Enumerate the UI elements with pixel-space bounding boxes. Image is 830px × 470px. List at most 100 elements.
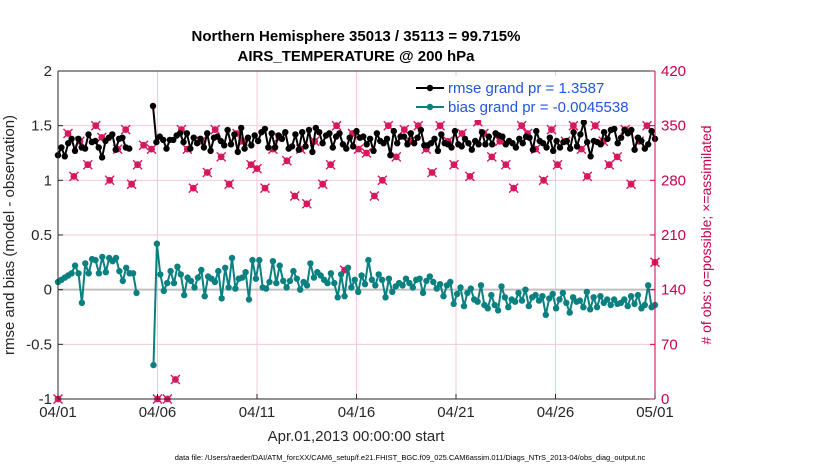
obs-point-77 xyxy=(612,151,623,162)
bias-point-169 xyxy=(631,300,638,308)
x-axis-label: Apr.01,2013 00:00:00 start xyxy=(268,428,446,445)
rmse-point-80 xyxy=(326,130,333,137)
legend-rmse-label: rmse grand pr = 1.3587 xyxy=(448,80,604,97)
bias-point-14 xyxy=(102,269,110,276)
rmse-point-53 xyxy=(234,148,241,156)
bias-point-55 xyxy=(242,269,249,276)
y-axis-label-right: # of obs: o=possible; ×=assimilated xyxy=(698,125,714,344)
obs-point-69-cross-b xyxy=(552,159,563,170)
bias-point-151 xyxy=(569,294,577,301)
bias-point-144 xyxy=(546,295,553,302)
rmse-point-63 xyxy=(268,130,275,137)
bias-point-36 xyxy=(177,271,184,278)
rmse-point-84 xyxy=(339,141,347,148)
rmse-point-88 xyxy=(353,127,360,135)
bias-point-54 xyxy=(239,274,246,281)
rmse-point-97 xyxy=(383,135,391,142)
bias-point-37 xyxy=(181,291,188,299)
bias-point-61 xyxy=(262,285,270,292)
rmse-point-113 xyxy=(438,131,445,138)
bias-point-32 xyxy=(164,279,171,287)
rmse-point-144 xyxy=(543,144,550,151)
tick-label-layer: 04/01 04/06 04/11 04/16 04/21 04/26 05/01 -1 -0.… xyxy=(26,63,686,421)
bias-point-85 xyxy=(344,264,352,271)
obs-point-79 xyxy=(626,179,637,190)
obs-point-21 xyxy=(202,167,213,178)
rmse-point-152 xyxy=(570,129,577,136)
bias-point-86 xyxy=(348,284,355,291)
y-axis-label-left: rmse and bias (model - observation) xyxy=(1,115,18,355)
rmse-point-153 xyxy=(573,143,581,150)
bias-point-145 xyxy=(549,290,556,298)
rmse-point-148 xyxy=(556,144,564,151)
rmse-point-91 xyxy=(363,141,370,148)
bias-point-39 xyxy=(187,277,195,285)
bias-point-163 xyxy=(610,296,618,303)
obs-point-63 xyxy=(508,183,519,194)
rmse-point-73 xyxy=(302,143,309,150)
bias-point-126 xyxy=(484,305,491,312)
bias-point-49 xyxy=(222,264,229,271)
rmse-point-51 xyxy=(227,141,235,148)
rmse-point-40 xyxy=(190,134,197,141)
x-tick-label-1: 04/06 xyxy=(139,404,177,421)
obs-point-10 xyxy=(126,179,137,190)
bias-point-81 xyxy=(331,279,338,287)
obs-point-22-cross-b xyxy=(210,124,221,135)
obs-point-73-cross-b xyxy=(582,171,593,182)
rmse-point-126 xyxy=(482,141,489,148)
legend-box xyxy=(410,76,648,120)
bias-point-117 xyxy=(453,290,461,298)
bias-point-88 xyxy=(355,288,362,296)
obs-point-6 xyxy=(96,132,107,143)
obs-point-28 xyxy=(252,163,262,174)
obs-point-35 xyxy=(301,198,312,209)
rmse-point-69 xyxy=(288,143,296,150)
rmse-point-172 xyxy=(638,137,645,145)
rmse-point-70 xyxy=(292,131,299,138)
legend-rmse-marker xyxy=(426,84,434,92)
bias-point-111 xyxy=(433,285,440,292)
x-tick-label-5: 04/26 xyxy=(537,404,575,421)
y-right-tick-label-2: 140 xyxy=(661,282,686,299)
bias-point-82 xyxy=(334,294,341,301)
obs-point-74 xyxy=(590,120,601,131)
bias-point-51 xyxy=(228,254,236,262)
bias-point-43 xyxy=(201,293,208,300)
obs-point-64 xyxy=(516,120,527,131)
obs-point-37-cross-b xyxy=(317,179,328,190)
rmse-point-156 xyxy=(584,138,591,146)
rmse-point-140 xyxy=(529,146,537,153)
obs-point-81 xyxy=(642,120,652,131)
bias-point-20 xyxy=(123,264,130,271)
y-right-tick-label-3: 210 xyxy=(661,227,686,244)
bias-point-42 xyxy=(198,266,205,274)
bias-point-137 xyxy=(522,286,529,293)
rmse-point-161 xyxy=(600,129,608,136)
obs-point-73 xyxy=(582,171,593,182)
rmse-point-67 xyxy=(282,129,289,136)
bias-point-124 xyxy=(477,282,485,289)
y-left-tick-label-6: 2 xyxy=(44,63,52,80)
bias-point-129 xyxy=(494,307,502,314)
rmse-point-135 xyxy=(512,144,520,151)
x-tick-label-2: 04/11 xyxy=(239,404,275,421)
rmse-point-165 xyxy=(614,140,621,147)
obs-point-38-cross-b xyxy=(325,159,336,170)
obs-point-23-cross-b xyxy=(216,151,227,162)
bias-point-112 xyxy=(436,281,444,288)
rmse-point-17 xyxy=(112,146,119,153)
obs-point-69 xyxy=(552,159,563,170)
bias-point-158 xyxy=(593,304,601,311)
rmse-point-147 xyxy=(553,137,560,145)
rmse-point-37 xyxy=(180,138,187,146)
bias-point-115 xyxy=(447,278,454,286)
obs-point-32-cross-b xyxy=(281,155,292,166)
obs-point-16 xyxy=(170,374,181,385)
rmse-point-12 xyxy=(95,144,102,151)
obs-point-7 xyxy=(104,175,115,186)
rmse-point-50 xyxy=(224,126,231,134)
rmse-point-155 xyxy=(580,119,587,126)
rmse-point-107 xyxy=(417,126,425,134)
bias-point-59 xyxy=(256,256,263,264)
